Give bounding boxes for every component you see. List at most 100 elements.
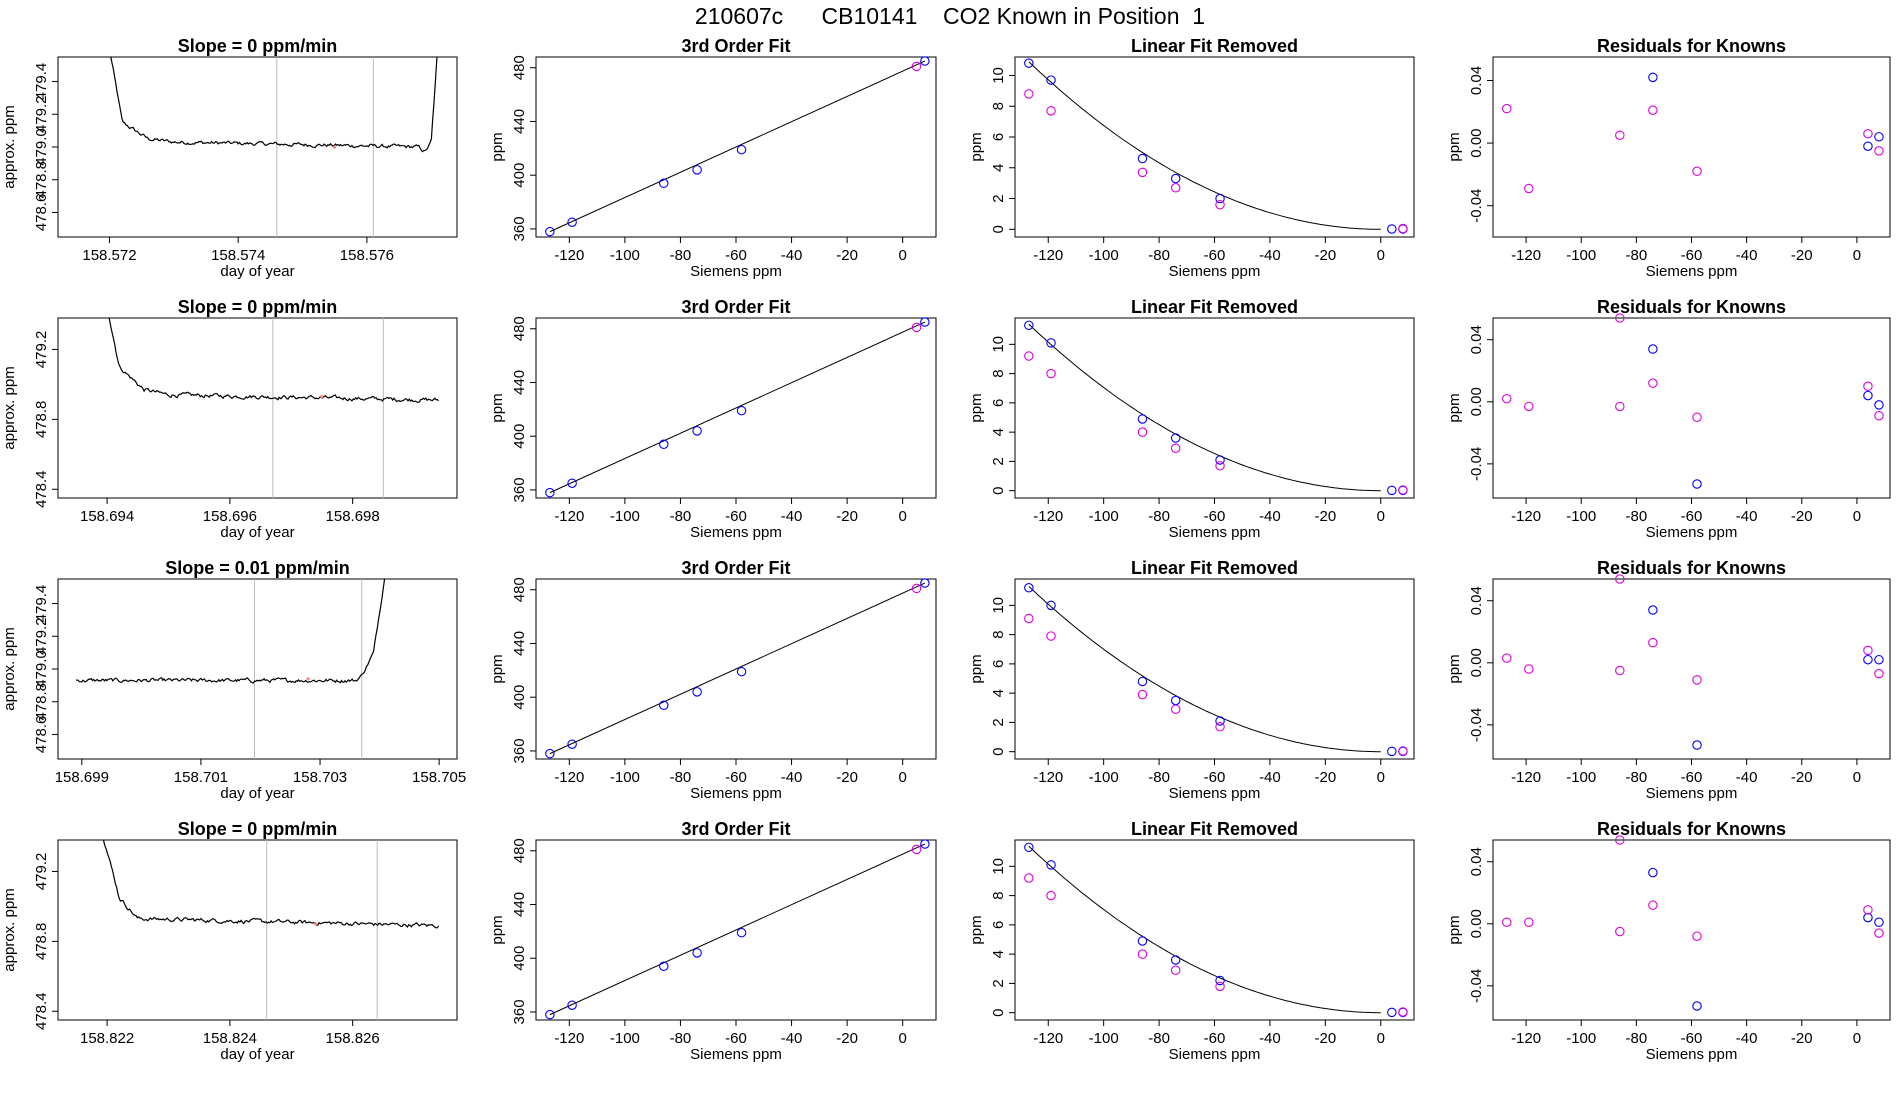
r2-time-trace-panel: Slope = 0 ppm/min 158.694 158.696 158.698 da… [1, 297, 458, 541]
r1-residuals-ylabel: ppm [1446, 132, 1463, 161]
r3-residuals-ytick-label: 0.00 [1468, 648, 1485, 677]
r1-fit-xtick-label: -100 [610, 247, 640, 264]
r2-linear-removed-fit-curve [1028, 323, 1381, 492]
r4-residuals-blue-point [1692, 1001, 1702, 1011]
r4-linear-removed-xtick-label: -80 [1148, 1030, 1170, 1047]
r4-fit-panel: 3rd Order Fit -120 -100 -80 -60 -40 -20 0 Siemen… [489, 819, 937, 1063]
r1-residuals-xtick-label: -80 [1626, 247, 1648, 264]
r2-fit-ytick-label: 440 [511, 370, 528, 395]
r4-residuals-magenta-point [1615, 835, 1625, 845]
r3-time-trace-ytick-label: 478.6 [33, 716, 50, 754]
r1-residuals-magenta-point [1524, 183, 1534, 194]
r3-time-trace-ytick-label: 479.2 [33, 617, 50, 655]
r2-time-trace-ytick-label: 479.2 [33, 331, 50, 369]
r3-time-trace-title: Slope = 0.01 ppm/min [165, 558, 350, 578]
r3-time-trace-ylabel: approx. ppm [1, 627, 18, 710]
r1-linear-removed-xtick-label: -120 [1033, 247, 1063, 264]
r3-linear-removed-blue-point [1046, 600, 1056, 611]
r3-residuals-xtick-label: -80 [1626, 769, 1648, 786]
r1-fit-xtick-label: -80 [670, 247, 692, 264]
r4-residuals-magenta-point [1692, 931, 1702, 941]
r3-residuals-xtick-label: -40 [1736, 769, 1758, 786]
r4-linear-removed-magenta-point [1046, 890, 1056, 901]
r2-linear-removed-xtick-label: -40 [1259, 508, 1281, 525]
r4-linear-removed-frame [1014, 839, 1415, 1021]
r1-residuals-xtick-label: -100 [1566, 247, 1596, 264]
r2-residuals-magenta-point [1615, 401, 1625, 412]
r4-linear-removed-magenta-point [1215, 981, 1225, 992]
r4-residuals-ylabel: ppm [1446, 915, 1463, 944]
r2-linear-removed-ytick-label: 8 [990, 369, 1007, 377]
r3-residuals-ytick-label: -0.04 [1468, 708, 1485, 742]
r2-fit-xtick-label: 0 [898, 508, 906, 525]
r3-time-trace-panel: Slope = 0.01 ppm/min 158.699 158.701 158.70… [1, 558, 466, 802]
r1-residuals-xtick-label: -120 [1511, 247, 1541, 264]
r4-linear-removed-ytick-label: 0 [990, 1009, 1007, 1017]
r3-linear-removed-ytick-label: 0 [990, 748, 1007, 756]
r3-residuals-magenta-point [1615, 665, 1625, 676]
r2-fit-ytick-label: 360 [511, 477, 528, 502]
r1-linear-removed-ytick-label: 4 [990, 164, 1007, 172]
r4-fit-magenta-point [911, 844, 922, 855]
r1-residuals-magenta-point [1502, 103, 1512, 114]
r2-time-trace-ytick-label: 478.8 [33, 401, 50, 439]
r4-residuals-xtick-label: -100 [1566, 1030, 1596, 1047]
r3-linear-removed-magenta-point [1398, 746, 1408, 756]
r4-fit-ytick-label: 440 [511, 892, 528, 917]
r4-residuals-xtick-label: -60 [1681, 1030, 1703, 1047]
r2-residuals-magenta-point [1692, 412, 1702, 423]
r3-residuals-xtick-label: -60 [1681, 769, 1703, 786]
r2-time-trace-xtick-label: 158.698 [326, 508, 380, 525]
r1-linear-removed-ytick-label: 0 [990, 225, 1007, 233]
r2-linear-removed-ytick-label: 4 [990, 428, 1007, 436]
r2-linear-removed-xtick-label: -60 [1204, 508, 1226, 525]
r4-residuals-blue-point [1874, 917, 1884, 927]
r1-linear-removed-ytick-label: 10 [990, 67, 1007, 84]
r3-residuals-ylabel: ppm [1446, 654, 1463, 683]
r4-residuals-xtick-label: -80 [1626, 1030, 1648, 1047]
r2-linear-removed-xtick-label: 0 [1377, 508, 1385, 525]
r4-linear-removed-panel: Linear Fit Removed -120 -100 -80 -60 -40 -20 0 S… [968, 819, 1415, 1063]
r3-residuals-magenta-point [1874, 668, 1884, 679]
r4-fit-blue-point [659, 961, 669, 972]
r1-linear-removed-magenta-point [1398, 223, 1408, 234]
r2-fit-xtick-label: -120 [554, 508, 584, 525]
r2-linear-removed-title: Linear Fit Removed [1131, 297, 1298, 317]
r3-linear-removed-ytick-label: 4 [990, 689, 1007, 697]
r3-time-trace-xlabel: day of year [220, 785, 294, 802]
r2-residuals-frame [1492, 317, 1891, 499]
r4-time-trace-highlight-point [314, 922, 318, 926]
r4-fit-blue-point [567, 1000, 577, 1010]
r1-fit-magenta-point [911, 61, 922, 72]
r2-time-trace-highlight-point [320, 395, 324, 399]
r4-time-trace-trace-line [102, 840, 440, 929]
r1-fit-blue-point [692, 165, 702, 175]
r4-time-trace-xlabel: day of year [220, 1046, 294, 1063]
r1-residuals-xtick-label: -60 [1681, 247, 1703, 264]
r2-fit-blue-point [567, 478, 577, 488]
r2-residuals-xtick-label: -60 [1681, 508, 1703, 525]
r4-time-trace-panel: Slope = 0 ppm/min 158.822 158.824 158.826 da… [1, 819, 458, 1063]
r4-time-trace-frame [57, 839, 458, 1021]
r2-linear-removed-magenta-point [1137, 427, 1148, 437]
r2-residuals-xtick-label: -20 [1791, 508, 1813, 525]
r2-residuals-ytick-label: 0.00 [1468, 387, 1485, 416]
r3-linear-removed-ytick-label: 2 [990, 718, 1007, 726]
r4-residuals-title: Residuals for Knowns [1597, 819, 1786, 839]
r3-fit-xlabel: Siemens ppm [690, 785, 782, 802]
r3-fit-xtick-label: -80 [670, 769, 692, 786]
r1-fit-blue-point [545, 226, 555, 237]
r1-fit-xtick-label: -20 [836, 247, 858, 264]
r2-time-trace-title: Slope = 0 ppm/min [178, 297, 338, 317]
r4-linear-removed-ylabel: ppm [968, 915, 985, 944]
r4-time-trace-ylabel: approx. ppm [1, 888, 18, 971]
r4-residuals-blue-point [1863, 912, 1873, 923]
r4-residuals-xtick-label: -20 [1791, 1030, 1813, 1047]
r4-linear-removed-magenta-point [1398, 1007, 1408, 1017]
r3-linear-removed-title: Linear Fit Removed [1131, 558, 1298, 578]
r4-fit-ytick-label: 480 [511, 838, 528, 863]
r1-fit-xtick-label: -60 [725, 247, 747, 264]
r4-residuals-blue-point [1648, 867, 1658, 878]
r3-linear-removed-xtick-label: -60 [1204, 769, 1226, 786]
r1-fit-ylabel: ppm [489, 132, 506, 161]
